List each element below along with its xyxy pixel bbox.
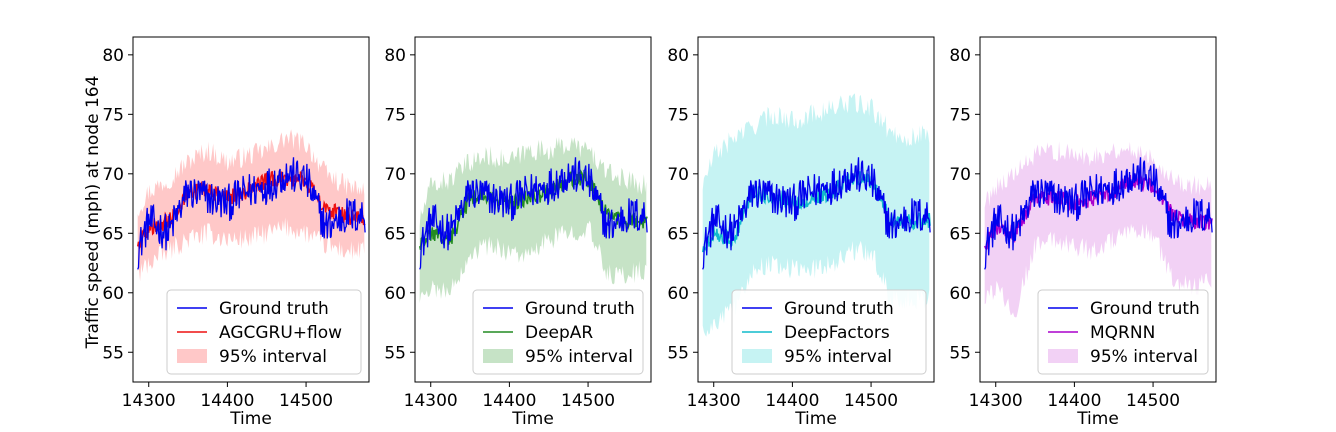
y-tick-label: 65 bbox=[102, 224, 124, 244]
y-tick-label: 55 bbox=[949, 343, 971, 363]
y-tick-label: 75 bbox=[667, 105, 689, 125]
y-tick-label: 65 bbox=[667, 224, 689, 244]
axes-frame bbox=[132, 36, 370, 383]
y-tick-label: 60 bbox=[667, 284, 689, 304]
x-tick-label: 14300 bbox=[404, 391, 458, 411]
interval-band bbox=[702, 93, 930, 337]
x-tick-label: 14400 bbox=[482, 391, 536, 411]
axes-frame bbox=[697, 36, 935, 383]
x-tick-label: 14400 bbox=[200, 391, 254, 411]
y-tick-label: 65 bbox=[384, 224, 406, 244]
y-tick-label: 80 bbox=[949, 46, 971, 66]
plot-area bbox=[136, 129, 366, 282]
legend-box bbox=[731, 289, 927, 375]
y-tick-label: 60 bbox=[102, 284, 124, 304]
plot-area bbox=[701, 93, 931, 337]
legend-box bbox=[472, 289, 644, 375]
x-tick-label: 14400 bbox=[765, 391, 819, 411]
legend-label: 95% interval bbox=[525, 347, 633, 367]
ground-truth-line bbox=[984, 157, 1213, 270]
plot-area bbox=[418, 137, 648, 304]
y-tick-label: 55 bbox=[667, 343, 689, 363]
subplot-1: 55 60 65 70 75 80 14300 14400 14500 Time Ground tr… bbox=[102, 36, 370, 429]
legend-label: MQRNN bbox=[1090, 323, 1155, 343]
y-tick-label: 55 bbox=[102, 343, 124, 363]
plot-area bbox=[984, 141, 1213, 318]
ground-truth-line bbox=[419, 157, 648, 270]
x-axis-label: Time bbox=[511, 409, 554, 429]
y-tick-label: 80 bbox=[667, 46, 689, 66]
subplot-4: 55 60 65 70 75 80 14300 14400 14500 Time Ground tr… bbox=[949, 36, 1217, 429]
legend-label: Ground truth bbox=[784, 299, 894, 319]
y-tick-label: 70 bbox=[102, 165, 124, 185]
legend-label: Ground truth bbox=[525, 299, 635, 319]
legend-swatch-interval bbox=[483, 349, 513, 363]
y-tick-label: 60 bbox=[949, 284, 971, 304]
x-tick-label: 14500 bbox=[279, 391, 333, 411]
x-tick-label: 14500 bbox=[1126, 391, 1180, 411]
x-axis-label: Time bbox=[794, 409, 837, 429]
y-tick-label: 75 bbox=[102, 105, 124, 125]
x-axis-label: Time bbox=[1076, 409, 1119, 429]
legend-label: 95% interval bbox=[784, 347, 892, 367]
axes-frame bbox=[414, 36, 652, 383]
y-tick-label: 75 bbox=[949, 105, 971, 125]
legend: Ground truth AGCGRU+flow 95% interval bbox=[166, 289, 362, 375]
axes-frame bbox=[979, 36, 1217, 383]
y-axis-label: Traffic speed (mph) at node 164 bbox=[83, 76, 103, 350]
legend-swatch-interval bbox=[177, 349, 207, 363]
y-tick-label: 55 bbox=[384, 343, 406, 363]
y-tick-label: 80 bbox=[102, 46, 124, 66]
x-axis-label: Time bbox=[229, 409, 272, 429]
legend: Ground truth DeepAR 95% interval bbox=[472, 289, 644, 375]
x-tick-label: 14500 bbox=[561, 391, 615, 411]
x-tick-label: 14400 bbox=[1047, 391, 1101, 411]
legend-label: 95% interval bbox=[219, 347, 327, 367]
ground-truth-line bbox=[702, 157, 931, 270]
legend-label: AGCGRU+flow bbox=[219, 323, 342, 343]
legend: Ground truth DeepFactors 95% interval bbox=[731, 289, 927, 375]
legend: Ground truth MQRNN 95% interval bbox=[1037, 289, 1209, 375]
interval-band bbox=[137, 129, 365, 282]
x-tick-label: 14300 bbox=[969, 391, 1023, 411]
y-tick-label: 60 bbox=[384, 284, 406, 304]
legend-label: DeepFactors bbox=[784, 323, 890, 343]
y-tick-label: 65 bbox=[949, 224, 971, 244]
subplot-3: 55 60 65 70 75 80 14300 14400 14500 Time Ground tr… bbox=[667, 36, 935, 429]
legend-label: Ground truth bbox=[219, 299, 329, 319]
y-tick-label: 80 bbox=[384, 46, 406, 66]
y-tick-label: 70 bbox=[949, 165, 971, 185]
legend-label: Ground truth bbox=[1090, 299, 1200, 319]
legend-label: DeepAR bbox=[525, 323, 593, 343]
y-tick-label: 75 bbox=[384, 105, 406, 125]
y-tick-label: 70 bbox=[384, 165, 406, 185]
x-tick-label: 14500 bbox=[844, 391, 898, 411]
x-tick-label: 14300 bbox=[122, 391, 176, 411]
legend-box bbox=[166, 289, 362, 375]
legend-label: 95% interval bbox=[1090, 347, 1198, 367]
legend-box bbox=[1037, 289, 1209, 375]
ground-truth-line bbox=[137, 157, 366, 270]
legend-swatch-interval bbox=[742, 349, 772, 363]
legend-swatch-interval bbox=[1048, 349, 1078, 363]
subplot-2: 55 60 65 70 75 80 14300 14400 14500 Time Ground tr… bbox=[384, 36, 652, 429]
y-tick-label: 70 bbox=[667, 165, 689, 185]
x-tick-label: 14300 bbox=[687, 391, 741, 411]
